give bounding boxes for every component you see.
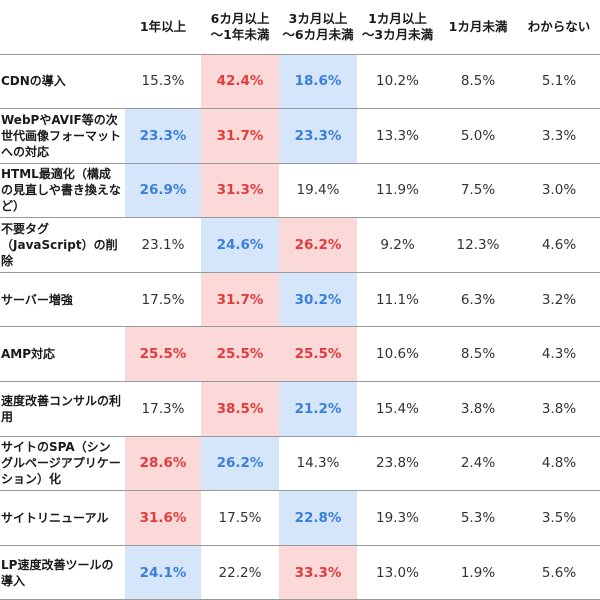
table-cell: 4.6% (518, 217, 600, 273)
table-cell: 10.6% (357, 326, 438, 382)
row-label: HTML最適化（構成の見直しや書き換えなど） (0, 162, 125, 218)
column-header: 6カ月以上 ～1年未満 (210, 10, 270, 42)
table-row: サイトのSPA（シングルページアプリケーション）化 28.6% 26.2% 14.3%… (0, 435, 600, 491)
table-cell-highlight-blue: 26.9% (125, 162, 201, 218)
column-header: 1カ月未満 (448, 18, 508, 34)
row-label: AMP対応 (0, 326, 125, 382)
row-label: 速度改善コンサルの利用 (0, 381, 125, 437)
table-cell: 9.2% (357, 217, 438, 273)
table-row: WebPやAVIF等の次世代画像フォーマットへの対応 23.3% 31.7% 23.3… (0, 108, 600, 164)
column-header: 1カ月以上 ～3カ月未満 (361, 10, 434, 42)
table-cell-highlight-blue: 23.3% (125, 108, 201, 164)
table-cell: 13.0% (357, 544, 438, 600)
table-cell: 4.3% (518, 326, 600, 382)
header-corner (0, 0, 125, 54)
table-cell: 1.9% (438, 544, 518, 600)
row-label: 不要タグ（JavaScript）の削除 (0, 217, 125, 273)
table-cell-highlight-red: 33.3% (279, 544, 357, 600)
table-cell: 5.6% (518, 544, 600, 600)
row-label: サーバー増強 (0, 271, 125, 327)
table-row: サーバー増強 17.5% 31.7% 30.2% 11.1% 6.3% 3.2% (0, 271, 600, 327)
table-cell: 3.8% (438, 381, 518, 437)
table-cell: 23.1% (125, 217, 201, 273)
table-cell: 3.2% (518, 271, 600, 327)
row-label: サイトリニューアル (0, 490, 125, 546)
row-label: CDNの導入 (0, 53, 125, 109)
table-cell: 23.8% (357, 435, 438, 491)
table-cell: 17.3% (125, 381, 201, 437)
table-cell: 13.3% (357, 108, 438, 164)
row-label: WebPやAVIF等の次世代画像フォーマットへの対応 (0, 108, 125, 164)
table-cell: 6.3% (438, 271, 518, 327)
table-cell-highlight-blue: 24.1% (125, 544, 201, 600)
table-row: 不要タグ（JavaScript）の削除 23.1% 24.6% 26.2% 9.2% 12… (0, 217, 600, 273)
table-cell-highlight-red: 31.7% (201, 271, 279, 327)
table-cell: 19.4% (279, 162, 357, 218)
table-cell-highlight-red: 31.7% (201, 108, 279, 164)
table-cell: 2.4% (438, 435, 518, 491)
table-cell: 17.5% (201, 490, 279, 546)
table-cell: 15.3% (125, 53, 201, 109)
table-cell-highlight-blue: 24.6% (201, 217, 279, 273)
table-cell: 7.5% (438, 162, 518, 218)
table-cell: 19.3% (357, 490, 438, 546)
table-row: CDNの導入 15.3% 42.4% 18.6% 10.2% 8.5% 5.1% (0, 53, 600, 109)
table-cell: 3.3% (518, 108, 600, 164)
table-cell: 11.1% (357, 271, 438, 327)
table-cell: 8.5% (438, 53, 518, 109)
table-cell: 3.5% (518, 490, 600, 546)
table-cell: 22.2% (201, 544, 279, 600)
row-label: LP速度改善ツールの導入 (0, 544, 125, 600)
row-label: サイトのSPA（シングルページアプリケーション）化 (0, 435, 125, 491)
table-cell-highlight-red: 25.5% (201, 326, 279, 382)
table-row: AMP対応 25.5% 25.5% 25.5% 10.6% 8.5% 4.3% (0, 326, 600, 382)
table-cell-highlight-blue: 18.6% (279, 53, 357, 109)
column-header: 3カ月以上 ～6カ月未満 (282, 10, 354, 42)
table-cell-highlight-red: 31.3% (201, 162, 279, 218)
table-row: 速度改善コンサルの利用 17.3% 38.5% 21.2% 15.4% 3.8% 3.8% (0, 381, 600, 437)
table-cell-highlight-blue: 23.3% (279, 108, 357, 164)
table-row: サイトリニューアル 31.6% 17.5% 22.8% 19.3% 5.3% 3.5% (0, 490, 600, 546)
table-cell: 5.1% (518, 53, 600, 109)
table-cell: 10.2% (357, 53, 438, 109)
table-cell: 8.5% (438, 326, 518, 382)
column-header: わからない (527, 18, 591, 34)
header-row: 1年以上 6カ月以上 ～1年未満 3カ月以上 ～6カ月未満 1カ月以上 ～3カ月… (0, 0, 600, 54)
table-cell-highlight-red: 31.6% (125, 490, 201, 546)
table-cell-highlight-blue: 21.2% (279, 381, 357, 437)
table-cell: 3.0% (518, 162, 600, 218)
table-cell: 15.4% (357, 381, 438, 437)
table-cell: 11.9% (357, 162, 438, 218)
table-cell-highlight-blue: 26.2% (201, 435, 279, 491)
table-cell-highlight-red: 42.4% (201, 53, 279, 109)
table-cell-highlight-blue: 22.8% (279, 490, 357, 546)
table-cell-highlight-blue: 30.2% (279, 271, 357, 327)
table-cell: 5.0% (438, 108, 518, 164)
table-cell: 5.3% (438, 490, 518, 546)
table-cell: 4.8% (518, 435, 600, 491)
table-cell: 17.5% (125, 271, 201, 327)
table-cell-highlight-red: 38.5% (201, 381, 279, 437)
table-cell-highlight-red: 25.5% (125, 326, 201, 382)
table-cell-highlight-red: 25.5% (279, 326, 357, 382)
table-row: LP速度改善ツールの導入 24.1% 22.2% 33.3% 13.0% 1.9% 5.6% (0, 544, 600, 600)
table-cell: 12.3% (438, 217, 518, 273)
table-cell-highlight-red: 28.6% (125, 435, 201, 491)
table-cell: 3.8% (518, 381, 600, 437)
table-cell: 14.3% (279, 435, 357, 491)
table-row: HTML最適化（構成の見直しや書き換えなど） 26.9% 31.3% 19.4% 11.… (0, 162, 600, 218)
table-cell-highlight-red: 26.2% (279, 217, 357, 273)
column-header: 1年以上 (139, 18, 187, 34)
